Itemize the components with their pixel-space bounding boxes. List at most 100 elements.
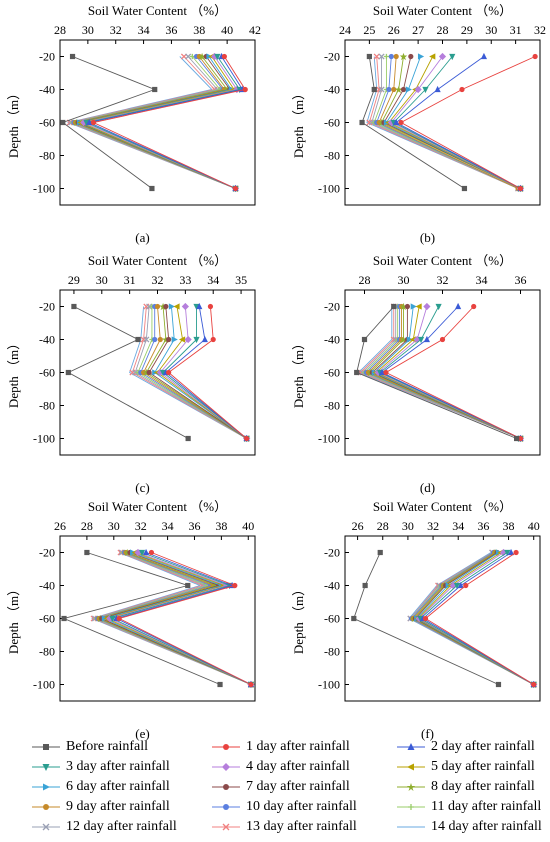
x-tick-label: 34 — [162, 519, 174, 533]
series-line — [417, 552, 534, 685]
data-point — [422, 615, 429, 622]
data-point — [513, 549, 519, 556]
legend-marker — [42, 823, 50, 831]
data-point — [393, 53, 399, 60]
y-tick-label: -80 — [324, 399, 340, 413]
series-line — [409, 552, 534, 685]
data-point — [185, 435, 191, 442]
data-point — [166, 336, 172, 343]
y-tick-label: -60 — [324, 116, 340, 130]
series-line — [71, 56, 236, 189]
series-line — [388, 56, 521, 189]
y-tick-label: -80 — [324, 645, 340, 659]
data-point — [181, 302, 189, 311]
data-point — [198, 52, 206, 61]
legend-swatch — [397, 783, 425, 791]
series-line — [385, 56, 521, 189]
series-line — [376, 56, 519, 189]
series-line — [73, 56, 236, 189]
data-point — [461, 185, 468, 192]
chart-panel-5: Soil Water Content （%） 26 28 30 32 34 36 38 40 -2… — [6, 499, 256, 741]
data-point — [143, 336, 150, 343]
data-point — [168, 303, 176, 310]
legend-swatch — [397, 743, 425, 750]
x-tick-label: 30 — [96, 273, 108, 287]
legend-marker — [407, 783, 415, 791]
data-point — [408, 53, 414, 60]
x-tick-label: 32 — [110, 23, 122, 37]
y-tick-label: -40 — [324, 83, 340, 97]
data-point — [148, 549, 155, 556]
x-tick-label: 28 — [437, 23, 449, 37]
y-tick-label: -60 — [39, 366, 55, 380]
series-line — [75, 56, 236, 189]
data-point — [378, 53, 385, 60]
legend-item: 14 day after rainfall — [395, 817, 550, 837]
data-point — [221, 53, 227, 60]
data-point — [65, 369, 71, 376]
y-tick-label: -100 — [318, 182, 340, 196]
series-line — [400, 56, 536, 189]
series-line — [100, 552, 252, 685]
legend-marker — [222, 823, 230, 831]
data-point — [217, 681, 223, 688]
series-line — [380, 56, 521, 189]
series-line — [383, 56, 521, 189]
x-tick-label: 27 — [412, 23, 424, 37]
data-point — [138, 549, 146, 557]
data-point — [449, 53, 456, 61]
data-point — [248, 681, 254, 688]
legend-marker — [223, 784, 229, 790]
legend-marker — [408, 804, 414, 810]
legend-marker — [223, 804, 229, 810]
data-point — [422, 86, 429, 94]
data-point — [480, 52, 488, 60]
data-point — [185, 53, 192, 60]
data-point — [69, 53, 76, 60]
series-line — [148, 306, 247, 439]
series-line — [62, 552, 221, 685]
series-line — [145, 306, 247, 439]
series-line — [85, 56, 241, 189]
data-point — [135, 336, 141, 343]
series-line — [105, 552, 252, 685]
x-tick-label: 34 — [452, 519, 464, 533]
y-tick-label: -60 — [324, 612, 340, 626]
data-point — [415, 303, 422, 310]
data-point — [146, 303, 153, 310]
legend-item: 10 day after rainfall — [210, 797, 385, 817]
data-point — [232, 582, 238, 589]
legend-label: 9 day after rainfall — [66, 799, 170, 814]
series-line — [353, 552, 499, 685]
data-point — [395, 85, 403, 94]
data-point — [423, 302, 431, 311]
legend-item: 13 day after rainfall — [210, 817, 385, 837]
legend-item: 6 day after rainfall — [30, 777, 205, 797]
series-line — [72, 56, 236, 189]
x-tick-label: 35 — [235, 273, 247, 287]
data-point — [154, 303, 161, 310]
data-point — [80, 118, 88, 127]
legend-marker — [407, 743, 415, 750]
x-tick-label: 28 — [54, 23, 66, 37]
series-line — [424, 552, 534, 685]
data-point — [532, 53, 538, 60]
y-tick-label: -20 — [324, 300, 340, 314]
series-line — [409, 552, 534, 685]
data-point — [377, 549, 383, 556]
data-point — [210, 336, 216, 343]
data-point — [166, 369, 172, 376]
series-line — [365, 306, 521, 439]
x-tick-label: 36 — [477, 519, 489, 533]
legend-label: 13 day after rainfall — [246, 819, 357, 834]
data-point — [471, 303, 477, 310]
x-tick-label: 36 — [188, 519, 200, 533]
x-tick-label: 33 — [179, 273, 191, 287]
data-point — [410, 303, 417, 310]
legend-marker — [43, 783, 50, 791]
y-tick-label: -20 — [39, 546, 55, 560]
series-line — [367, 306, 521, 439]
data-point — [463, 582, 469, 589]
y-axis-label: Depth （m） — [291, 583, 306, 654]
y-tick-label: -80 — [39, 149, 55, 163]
